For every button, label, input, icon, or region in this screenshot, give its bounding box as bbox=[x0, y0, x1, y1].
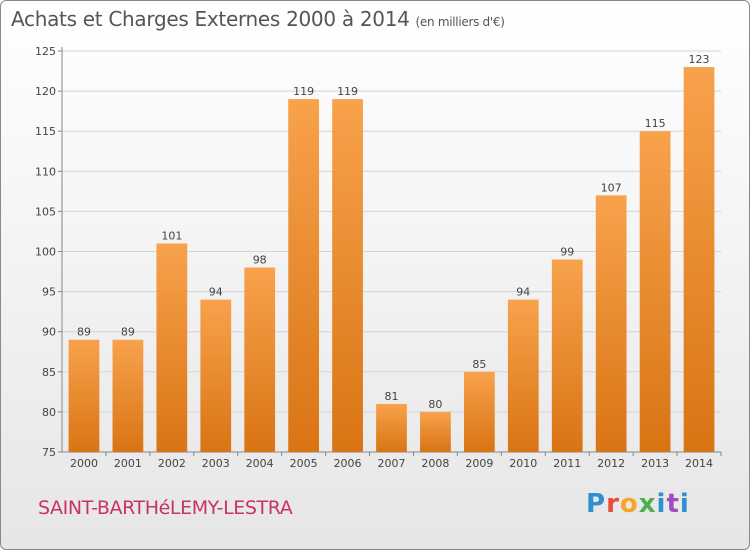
y-tick-label: 120 bbox=[35, 85, 56, 98]
bar-2014 bbox=[683, 67, 715, 452]
data-label: 101 bbox=[161, 229, 182, 242]
data-label: 89 bbox=[121, 326, 135, 339]
data-label: 94 bbox=[516, 286, 530, 299]
y-tick-label: 105 bbox=[35, 205, 56, 218]
y-tick-label: 100 bbox=[35, 246, 56, 259]
y-tick-label: 115 bbox=[35, 125, 56, 138]
data-label: 99 bbox=[560, 246, 574, 259]
data-label: 115 bbox=[645, 117, 666, 130]
bar-2002 bbox=[156, 243, 188, 452]
bar-2010 bbox=[507, 299, 539, 452]
x-tick-label: 2008 bbox=[421, 457, 449, 470]
y-tick-label: 90 bbox=[42, 326, 56, 339]
y-tick-label: 95 bbox=[42, 286, 56, 299]
y-tick-label: 110 bbox=[35, 165, 56, 178]
bar-2012 bbox=[595, 195, 627, 453]
chart-title-text: Achats et Charges Externes 2000 à 2014 bbox=[11, 7, 410, 31]
bar-2003 bbox=[200, 299, 232, 452]
data-label: 80 bbox=[428, 398, 442, 411]
chart-unit: (en milliers d'€) bbox=[415, 15, 505, 29]
x-tick-label: 2007 bbox=[378, 457, 406, 470]
bar-2007 bbox=[376, 403, 407, 452]
logo-letter: t bbox=[666, 489, 680, 519]
data-label: 81 bbox=[385, 390, 399, 403]
bars: 89 89 101 94 98 119 119 81 80 85 94 99 107 115 123 bbox=[68, 53, 715, 453]
x-tick-label: 2001 bbox=[114, 457, 142, 470]
logo-letter: o bbox=[619, 489, 639, 519]
proxiti-logo: Proxiti bbox=[586, 489, 690, 519]
bar-2000 bbox=[68, 339, 100, 452]
x-tick-label: 2013 bbox=[641, 457, 669, 470]
x-tick-label: 2002 bbox=[158, 457, 186, 470]
x-tick-label: 2003 bbox=[202, 457, 230, 470]
logo-letter: P bbox=[586, 489, 607, 519]
x-tick-label: 2009 bbox=[465, 457, 493, 470]
bar-2008 bbox=[420, 411, 451, 452]
x-tick-label: 2000 bbox=[70, 457, 98, 470]
logo-letter: i bbox=[679, 489, 690, 519]
y-tick-label: 80 bbox=[42, 406, 56, 419]
bar-2013 bbox=[639, 131, 671, 452]
bar-2001 bbox=[112, 339, 144, 452]
bar-2009 bbox=[463, 371, 495, 452]
x-tick-label: 2011 bbox=[553, 457, 581, 470]
x-tick-label: 2010 bbox=[509, 457, 537, 470]
x-tick-label: 2014 bbox=[685, 457, 713, 470]
x-tick-label: 2012 bbox=[597, 457, 625, 470]
data-label: 123 bbox=[689, 53, 710, 66]
x-tick-label: 2004 bbox=[246, 457, 274, 470]
chart-title: Achats et Charges Externes 2000 à 2014 (e… bbox=[11, 7, 505, 31]
logo-letter: x bbox=[638, 489, 657, 519]
bar-2004 bbox=[244, 267, 276, 452]
bar-2011 bbox=[551, 259, 583, 452]
y-tick-label: 75 bbox=[42, 446, 56, 459]
logo-letter: i bbox=[656, 489, 667, 519]
x-tick-label: 2006 bbox=[334, 457, 362, 470]
data-label: 89 bbox=[77, 326, 91, 339]
data-label: 107 bbox=[601, 181, 622, 194]
commune-name: SAINT-BARTHéLEMY-LESTRA bbox=[38, 497, 293, 519]
x-tick-label: 2005 bbox=[290, 457, 318, 470]
data-label: 119 bbox=[293, 85, 314, 98]
y-tick-label: 85 bbox=[42, 366, 56, 379]
data-label: 94 bbox=[209, 286, 223, 299]
logo-letter: r bbox=[606, 489, 620, 519]
data-label: 85 bbox=[472, 358, 486, 371]
data-label: 98 bbox=[253, 254, 267, 267]
data-label: 119 bbox=[337, 85, 358, 98]
bar-2006 bbox=[332, 99, 363, 453]
y-tick-label: 125 bbox=[35, 45, 56, 58]
bar-2005 bbox=[288, 99, 320, 453]
